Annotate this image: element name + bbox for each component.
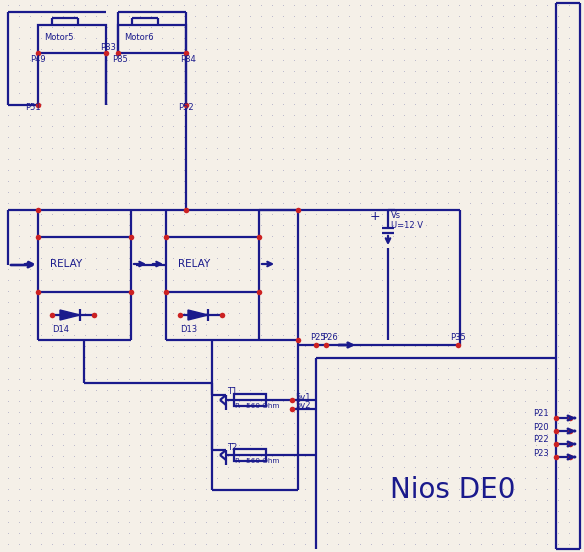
Text: T2: T2 [227,443,237,452]
Text: P25: P25 [310,333,326,342]
Bar [118,25,186,53]
Bar [38,237,131,292]
Text: Nios DE0: Nios DE0 [390,476,516,504]
Text: P49: P49 [30,56,46,65]
Bar [234,449,266,461]
Text: P52: P52 [178,103,194,112]
Text: R=560 Ohm: R=560 Ohm [235,458,279,464]
Text: P83: P83 [100,43,116,51]
Text: P20: P20 [533,422,548,432]
Text: D14: D14 [52,325,69,333]
Text: P84: P84 [180,56,196,65]
Bar [38,25,106,53]
Bar [166,237,259,292]
Text: 5v2: 5v2 [295,401,311,411]
Text: P22: P22 [533,436,548,444]
Text: R=560 Ohm: R=560 Ohm [235,403,279,409]
Text: P21: P21 [533,410,548,418]
Text: P23: P23 [533,448,549,458]
Text: Motor6: Motor6 [124,33,154,41]
Text: +: + [370,210,381,222]
Polygon shape [60,310,80,320]
Text: P26: P26 [322,333,338,342]
Text: D13: D13 [180,325,197,333]
Polygon shape [188,310,208,320]
Text: RELAY: RELAY [50,259,82,269]
Text: U=12 V: U=12 V [391,220,423,230]
Text: P35: P35 [450,333,466,342]
Text: RELAY: RELAY [178,259,210,269]
Bar [234,394,266,406]
Text: Motor5: Motor5 [44,33,74,41]
Text: Vs: Vs [391,211,401,220]
Text: P51: P51 [25,103,41,112]
Text: T1: T1 [227,388,237,396]
Text: P85: P85 [112,56,128,65]
Text: 5v1: 5v1 [295,392,311,401]
